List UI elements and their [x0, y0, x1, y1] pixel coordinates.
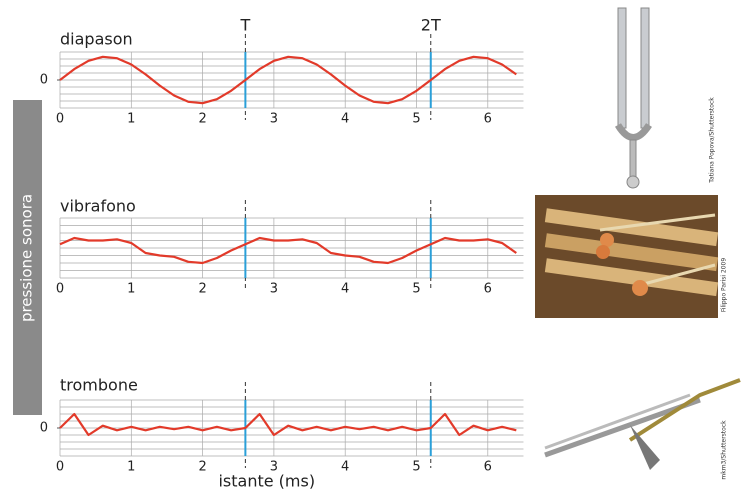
x-tick-label: 4: [341, 112, 349, 127]
x-tick-label: 1: [127, 460, 135, 475]
x-tick-label: 6: [484, 112, 492, 127]
x-tick-label: 1: [127, 112, 135, 127]
y-tick-label: 0: [40, 73, 48, 88]
x-tick-label: 3: [270, 112, 278, 127]
x-tick-label: 2: [198, 460, 206, 475]
photo-credit: Tatiana Popova/Shutterstock: [709, 97, 716, 184]
photo-credit: mkm3/Shutterstock: [721, 420, 728, 480]
trombone-photo: [545, 380, 740, 470]
x-tick-label: 2: [198, 112, 206, 127]
x-tick-label: 2: [198, 282, 206, 297]
y-label: pressione sonora: [18, 194, 36, 322]
period-label: 2T: [421, 16, 441, 35]
chart-title: vibrafono: [60, 197, 136, 216]
x-axis-label: istante (ms): [218, 472, 315, 491]
figure: pressione sonora Tatiana Popova/Shutters…: [0, 0, 742, 492]
waveform: [60, 414, 516, 435]
x-tick-label: 0: [56, 282, 64, 297]
x-tick-label: 5: [412, 460, 420, 475]
x-tick-label: 5: [412, 112, 420, 127]
photo-credit: Filippo Parisi 2009: [721, 258, 728, 313]
x-tick-label: 0: [56, 112, 64, 127]
x-tick-label: 6: [484, 460, 492, 475]
waveform: [60, 238, 516, 263]
x-tick-label: 5: [412, 282, 420, 297]
x-tick-label: 0: [56, 460, 64, 475]
x-tick-label: 1: [127, 282, 135, 297]
x-tick-label: 6: [484, 282, 492, 297]
x-tick-label: 3: [270, 282, 278, 297]
x-tick-label: 4: [341, 282, 349, 297]
x-tick-label: 4: [341, 460, 349, 475]
period-label: T: [239, 16, 250, 35]
chart-title: diapason: [60, 30, 133, 49]
chart-title: trombone: [60, 376, 138, 395]
vibraphone-photo: [535, 195, 718, 318]
tuning-fork-photo: [618, 8, 649, 188]
y-tick-label: 0: [40, 421, 48, 436]
